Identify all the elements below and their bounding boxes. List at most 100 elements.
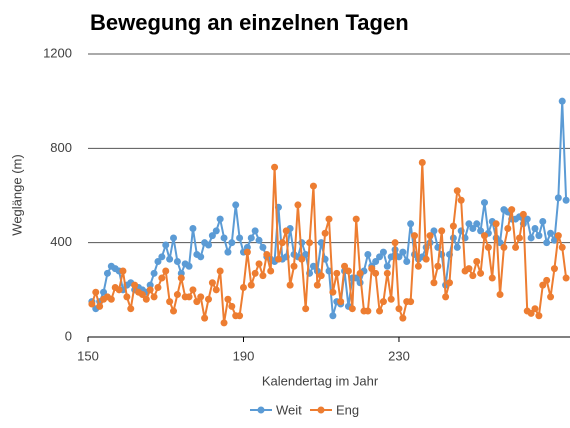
point xyxy=(453,187,461,195)
point xyxy=(212,286,220,294)
y-tick-label: 1200 xyxy=(43,45,72,60)
point xyxy=(480,199,488,207)
point xyxy=(558,243,566,251)
point xyxy=(372,269,380,277)
point xyxy=(201,314,209,322)
point xyxy=(535,312,543,320)
point xyxy=(189,286,197,294)
point xyxy=(550,265,558,273)
point xyxy=(496,239,504,247)
point xyxy=(228,239,236,247)
point xyxy=(376,253,384,261)
point xyxy=(313,281,321,289)
point xyxy=(376,307,384,315)
x-tick-label: 230 xyxy=(388,348,410,363)
point xyxy=(302,305,310,313)
point xyxy=(166,298,174,306)
point xyxy=(185,293,193,301)
point xyxy=(208,279,216,287)
point xyxy=(446,279,453,287)
point xyxy=(173,291,181,299)
point xyxy=(399,248,407,256)
point xyxy=(220,234,228,242)
point xyxy=(453,243,461,251)
point xyxy=(127,305,135,313)
point xyxy=(430,279,438,287)
point xyxy=(515,234,523,242)
point xyxy=(508,206,516,214)
point xyxy=(107,295,115,303)
point xyxy=(286,281,294,289)
point xyxy=(484,243,492,251)
point xyxy=(197,293,205,301)
point xyxy=(387,295,395,303)
point xyxy=(368,265,376,273)
point xyxy=(341,262,349,270)
legend-marker xyxy=(317,406,325,414)
point xyxy=(142,295,150,303)
point xyxy=(383,269,391,277)
point xyxy=(469,272,477,280)
point xyxy=(138,291,146,299)
point xyxy=(170,234,178,242)
point xyxy=(100,288,108,296)
point xyxy=(562,196,570,204)
point xyxy=(216,215,224,223)
point xyxy=(558,97,566,105)
point xyxy=(488,274,496,282)
point xyxy=(274,255,282,263)
point xyxy=(205,295,212,303)
point xyxy=(251,227,259,235)
point xyxy=(531,225,539,233)
point xyxy=(500,243,508,251)
point xyxy=(527,309,535,317)
point xyxy=(309,262,317,270)
point xyxy=(547,229,555,237)
point xyxy=(317,239,325,247)
series-line xyxy=(91,101,568,317)
point xyxy=(325,215,333,223)
point xyxy=(543,276,551,284)
point xyxy=(550,236,558,244)
point xyxy=(96,302,104,310)
point xyxy=(519,210,527,218)
point xyxy=(352,215,360,223)
point xyxy=(208,232,216,240)
point xyxy=(162,241,170,249)
point xyxy=(535,232,543,240)
point xyxy=(170,307,178,315)
point xyxy=(154,283,162,291)
point xyxy=(255,236,263,244)
point xyxy=(259,243,267,251)
point xyxy=(185,262,193,270)
point xyxy=(278,239,286,247)
point xyxy=(236,234,244,242)
point xyxy=(321,229,329,237)
point xyxy=(333,269,341,277)
point xyxy=(449,222,457,230)
point xyxy=(496,291,504,299)
point xyxy=(298,239,306,247)
y-tick-label: 800 xyxy=(50,140,72,155)
point xyxy=(434,262,442,270)
point xyxy=(547,293,555,301)
point xyxy=(539,281,547,289)
x-tick-label: 150 xyxy=(77,348,99,363)
point xyxy=(465,265,473,273)
point xyxy=(189,225,197,233)
point xyxy=(442,293,450,301)
point xyxy=(364,307,372,315)
chart-title: Bewegung an einzelnen Tagen xyxy=(90,10,409,35)
point xyxy=(395,253,403,261)
point xyxy=(539,217,547,225)
point xyxy=(123,293,131,301)
point xyxy=(146,286,154,294)
legend-label: Weit xyxy=(276,402,302,417)
point xyxy=(243,248,251,256)
y-axis-label: Weglänge (m) xyxy=(9,154,24,235)
point xyxy=(477,269,485,277)
point xyxy=(232,201,240,209)
point xyxy=(504,225,512,233)
point xyxy=(205,241,212,249)
